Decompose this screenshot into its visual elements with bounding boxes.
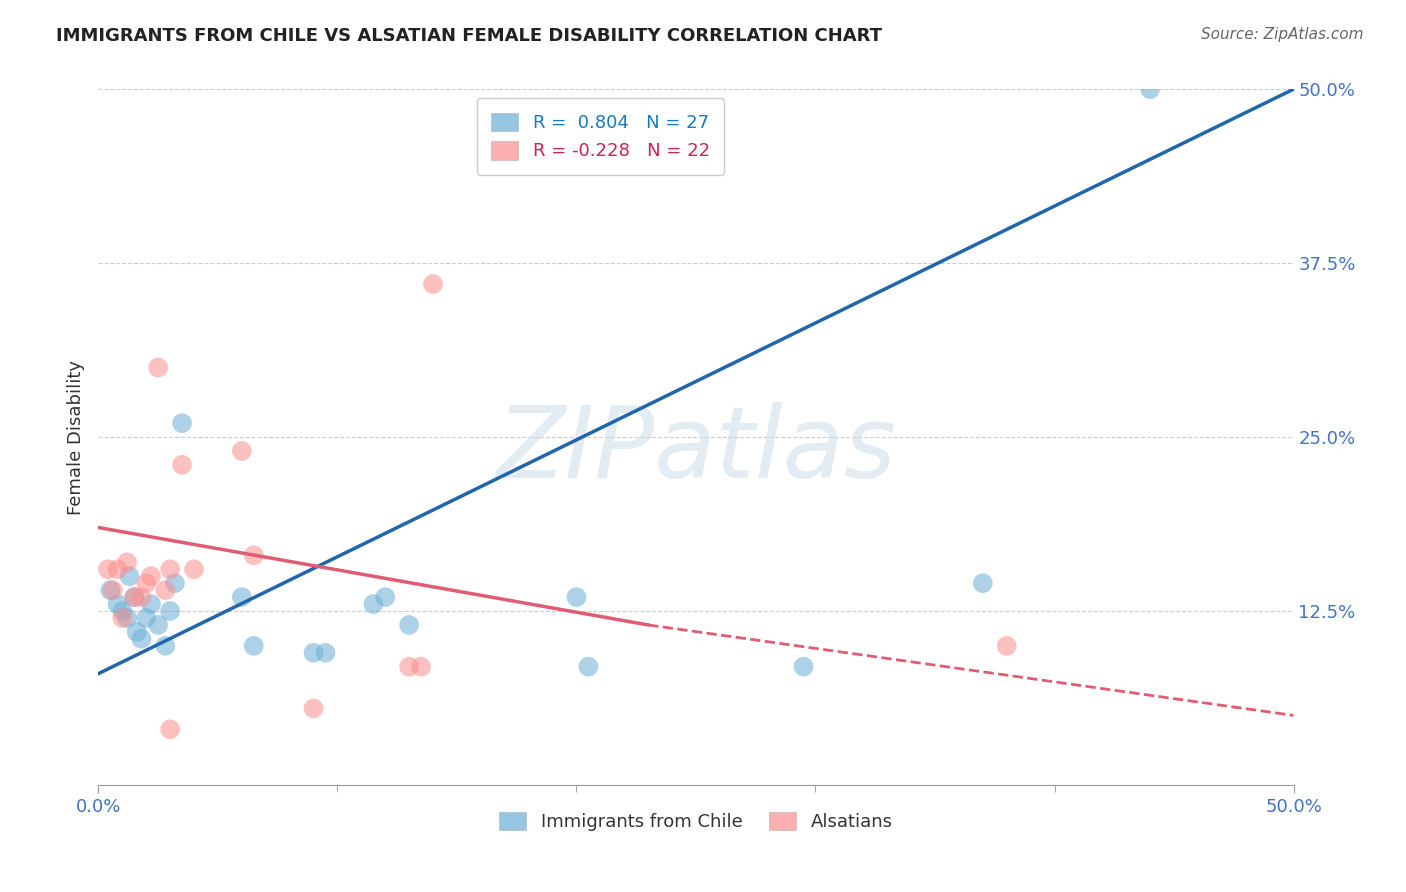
Point [97, 562, 120, 576]
Point [231, 590, 253, 604]
Point [107, 597, 129, 611]
Point [115, 611, 138, 625]
Point [148, 360, 170, 375]
Y-axis label: Female Disability: Female Disability [66, 359, 84, 515]
Text: IMMIGRANTS FROM CHILE VS ALSATIAN FEMALE DISABILITY CORRELATION CHART: IMMIGRANTS FROM CHILE VS ALSATIAN FEMALE… [56, 27, 882, 45]
Point [243, 639, 266, 653]
Point [155, 583, 177, 598]
Point [302, 701, 325, 715]
Point [115, 555, 138, 569]
Point [101, 583, 124, 598]
Point [793, 659, 815, 673]
Point [124, 590, 146, 604]
Point [148, 618, 170, 632]
Point [155, 639, 177, 653]
Point [578, 659, 600, 673]
Point [163, 576, 186, 591]
Point [159, 562, 181, 576]
Point [183, 562, 205, 576]
Point [243, 549, 266, 563]
Point [125, 624, 148, 639]
Point [118, 569, 141, 583]
Point [131, 632, 153, 646]
Point [124, 590, 146, 604]
Point [98, 583, 122, 598]
Text: ZIPatlas: ZIPatlas [496, 402, 896, 500]
Point [374, 590, 396, 604]
Point [995, 639, 1018, 653]
Point [139, 569, 162, 583]
Point [135, 576, 157, 591]
Text: Source: ZipAtlas.com: Source: ZipAtlas.com [1201, 27, 1364, 42]
Point [172, 416, 194, 430]
Point [107, 562, 129, 576]
Point [131, 590, 153, 604]
Point [565, 590, 588, 604]
Point [422, 277, 444, 291]
Point [111, 604, 134, 618]
Point [302, 646, 325, 660]
Point [972, 576, 994, 591]
Point [398, 618, 420, 632]
Point [363, 597, 385, 611]
Point [1139, 82, 1161, 96]
Point [135, 611, 157, 625]
Point [111, 611, 134, 625]
Point [398, 659, 420, 673]
Legend: Immigrants from Chile, Alsatians: Immigrants from Chile, Alsatians [492, 805, 900, 838]
Point [231, 444, 253, 458]
Point [139, 597, 162, 611]
Point [172, 458, 194, 472]
Point [411, 659, 433, 673]
Point [315, 646, 337, 660]
Point [159, 604, 181, 618]
Point [159, 723, 181, 737]
